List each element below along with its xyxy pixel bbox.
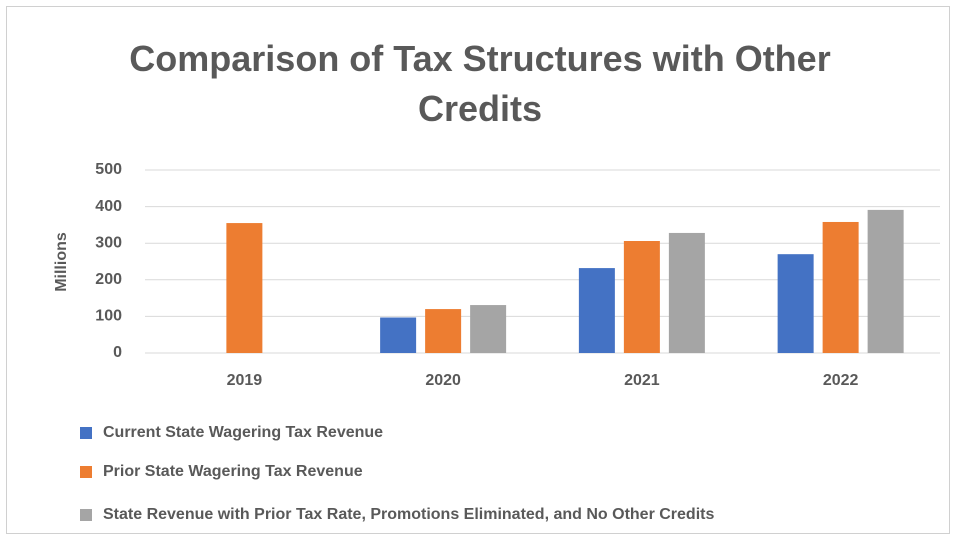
bar (623, 241, 660, 353)
chart-title: Comparison of Tax Structures with Other … (129, 38, 831, 129)
x-tick-label: 2022 (823, 372, 859, 389)
y-axis-label: Millions (53, 232, 70, 292)
bar (425, 309, 462, 353)
x-tick-label: 2021 (624, 372, 660, 389)
chart-frame (6, 6, 950, 534)
legend-label: State Revenue with Prior Tax Rate, Promo… (103, 506, 714, 523)
y-tick-label: 100 (95, 308, 122, 325)
bar (470, 305, 507, 353)
x-tick-label: 2020 (425, 372, 461, 389)
legend-label: Prior State Wagering Tax Revenue (103, 463, 363, 480)
legend-swatch (80, 466, 92, 478)
legend-swatch (80, 427, 92, 439)
bar (867, 209, 904, 353)
bar (777, 254, 814, 353)
y-tick-label: 200 (95, 271, 122, 288)
y-tick-label: 400 (95, 198, 122, 215)
bar (668, 232, 705, 353)
bar (226, 223, 263, 353)
x-tick-label: 2019 (227, 372, 263, 389)
bar (380, 317, 417, 353)
y-tick-label: 0 (113, 344, 122, 361)
y-tick-label: 500 (95, 161, 122, 178)
bar (822, 221, 859, 353)
bar (578, 268, 615, 353)
y-tick-label: 300 (95, 234, 122, 251)
legend-swatch (80, 509, 92, 521)
legend-label: Current State Wagering Tax Revenue (103, 424, 383, 441)
